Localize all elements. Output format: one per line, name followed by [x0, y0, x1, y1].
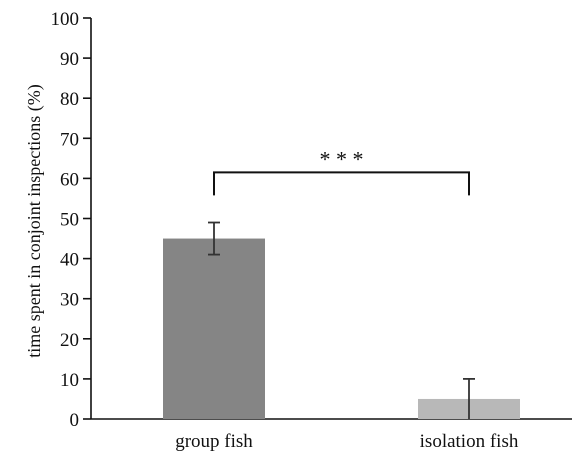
bar-1: [163, 238, 265, 419]
y-tick-label-60: 60: [60, 169, 79, 190]
significance-bracket-line: [213, 171, 470, 196]
y-tick-label-20: 20: [60, 330, 79, 351]
y-axis-ticks: 0 10 20 30 40 50 60 70 80 90 100: [51, 9, 91, 431]
y-tick-label-50: 50: [60, 210, 79, 231]
error-bars: [208, 221, 475, 419]
y-tick-label-10: 10: [60, 370, 79, 391]
y-axis-label: time spent in conjoint inspections (%): [24, 84, 45, 357]
y-tick-label-80: 80: [60, 89, 79, 110]
y-tick-label-100: 100: [51, 9, 80, 30]
y-tick-label-30: 30: [60, 290, 79, 311]
bars: [163, 238, 520, 419]
x-axis-labels: group fish isolation fish: [175, 431, 519, 452]
significance-label: * * *: [320, 146, 364, 171]
y-tick-label-70: 70: [60, 129, 79, 150]
y-tick-label-40: 40: [60, 250, 79, 271]
x-tick-label-2: isolation fish: [420, 431, 519, 452]
significance-bracket: * * *: [213, 146, 470, 196]
x-tick-label-1: group fish: [175, 431, 253, 452]
y-tick-label-90: 90: [60, 49, 79, 70]
y-tick-label-0: 0: [70, 410, 80, 431]
